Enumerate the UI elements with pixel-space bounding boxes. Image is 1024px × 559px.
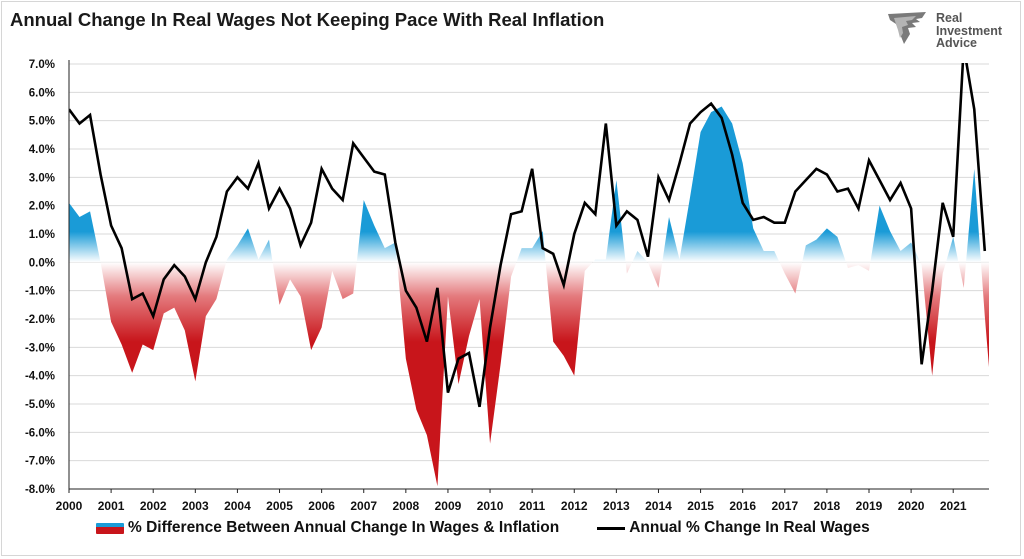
real-wages-line [69,63,987,408]
x-tick-label: 2005 [266,499,293,513]
x-tick-label: 2015 [687,499,714,513]
y-tick-label: 5.0% [29,116,55,128]
gridlines [69,63,989,490]
x-tick-label: 2021 [940,499,967,513]
y-tick-label: 2.0% [29,201,55,213]
real-wages-line-series [69,63,987,408]
legend: % Difference Between Annual Change In Wa… [96,517,870,539]
logo-wordmark: Real Investment Advice [936,12,1002,50]
y-tick-label: 7.0% [29,59,55,71]
y-tick-label: -8.0% [25,484,55,496]
x-tick-label: 2020 [898,499,925,513]
x-tick-label: 2017 [771,499,798,513]
x-tick-label: 2000 [56,499,83,513]
x-tick-label: 2016 [729,499,756,513]
y-tick-label: -4.0% [25,371,55,383]
logo-line-3: Advice [936,36,977,50]
y-tick-label: 0.0% [29,257,55,269]
positive-difference-area [69,106,989,263]
y-tick-label: -5.0% [25,399,55,411]
x-tick-label: 2013 [603,499,630,513]
x-tick-label: 2014 [645,499,672,513]
chart-title: Annual Change In Real Wages Not Keeping … [10,9,605,30]
x-tick-label: 2004 [224,499,251,513]
x-tick-label: 2012 [561,499,588,513]
x-tick-label: 2011 [519,499,545,513]
legend-area-swatch [96,522,124,534]
x-tick-label: 2006 [308,499,335,513]
legend-line-label: Annual % Change In Real Wages [629,519,870,536]
x-tick-label: 2019 [856,499,883,513]
difference-area-series [69,106,989,487]
legend-area-label: % Difference Between Annual Change In Wa… [128,519,560,536]
x-tick-label: 2010 [477,499,504,513]
x-tick-label: 2008 [392,499,419,513]
x-tick-label: 2003 [182,499,209,513]
y-tick-label: -2.0% [25,314,55,326]
y-tick-label: 6.0% [29,87,55,99]
x-tick-label: 2018 [814,499,841,513]
eagle-logo-icon [888,12,926,44]
x-tick-label: 2002 [140,499,167,513]
logo-line-1: Real [936,11,963,25]
y-tick-label: 3.0% [29,172,55,184]
y-tick-label: -3.0% [25,342,55,354]
legend-line-swatch [597,526,626,530]
logo-line-2: Investment [936,23,1002,38]
y-tick-label: -7.0% [25,456,55,468]
y-tick-label: 1.0% [29,229,55,241]
real-investment-advice-logo: Real Investment Advice [886,10,1016,54]
y-tick-label: 4.0% [29,144,55,156]
y-tick-label: -6.0% [25,427,55,439]
x-tick-label: 2001 [98,499,125,513]
axes: 7.0% 6.0% 5.0% 4.0% 3.0% 2.0% 1.0% 0.0% -1.0% -2.… [25,59,989,513]
x-tick-label: 2007 [350,499,377,513]
negative-difference-area [69,262,989,487]
x-tick-label: 2009 [435,499,462,513]
y-tick-label: -1.0% [25,286,55,298]
